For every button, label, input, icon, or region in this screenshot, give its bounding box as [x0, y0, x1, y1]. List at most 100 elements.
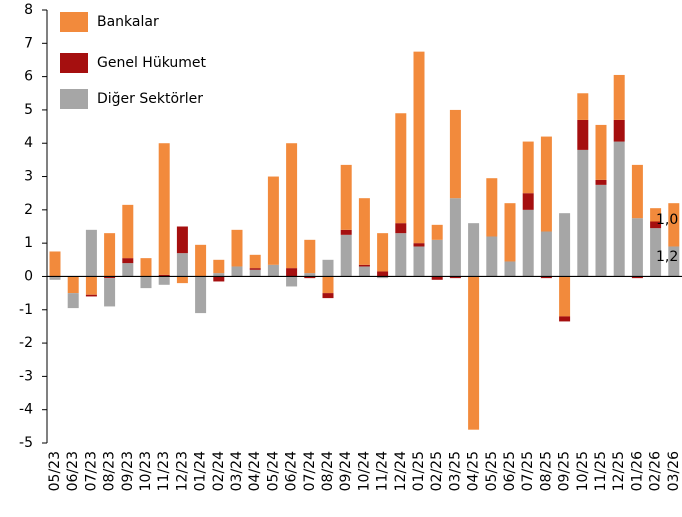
- x-tick-label: 08/24: [320, 451, 336, 491]
- bar-segment: [340, 229, 352, 235]
- bar-segment: [85, 229, 97, 277]
- bar-segment: [122, 204, 134, 259]
- bar-segment: [267, 176, 279, 265]
- bar-segment: [595, 184, 607, 277]
- y-tick-label: -4: [19, 402, 33, 418]
- bar-segment: [195, 276, 207, 314]
- legend-swatch: [60, 89, 88, 109]
- x-tick-label: 11/25: [593, 451, 609, 491]
- legend-label: Genel Hükumet: [97, 55, 206, 71]
- bar-segment: [286, 268, 298, 277]
- x-tick-label: 07/23: [83, 451, 99, 491]
- bar-segment: [304, 273, 316, 277]
- legend-swatch: [60, 12, 88, 32]
- bar-segment: [559, 213, 571, 277]
- bar-segment: [213, 259, 225, 274]
- y-tick-label: 2: [24, 202, 33, 218]
- bar-segment: [377, 233, 389, 272]
- x-tick-label: 08/25: [538, 451, 554, 491]
- bar-segment: [559, 276, 571, 317]
- bar-segment: [631, 218, 643, 277]
- x-tick-label: 01/24: [193, 451, 209, 491]
- bar-segment: [104, 278, 116, 307]
- bar-segment: [267, 264, 279, 277]
- x-tick-label: 05/23: [47, 451, 63, 491]
- y-tick-label: -3: [19, 368, 33, 384]
- bar-segment: [49, 276, 61, 280]
- bar-segment: [650, 208, 662, 222]
- bar-segment: [286, 276, 298, 287]
- x-tick-label: 02/24: [211, 451, 227, 491]
- bar-segment: [668, 246, 680, 277]
- bar-segment: [49, 251, 61, 277]
- bar-segment: [340, 164, 352, 230]
- bar-segment: [540, 136, 552, 232]
- bar-segment: [213, 273, 225, 277]
- bar-segment: [486, 178, 498, 237]
- bar-segment: [413, 246, 425, 277]
- bar-segment: [322, 276, 334, 294]
- y-tick-label: 1: [24, 235, 33, 251]
- bar-segment: [85, 276, 97, 295]
- bar-segment: [140, 258, 152, 277]
- bar-segment: [249, 268, 261, 270]
- bar-segment: [577, 93, 589, 120]
- x-tick-label: 06/25: [502, 451, 518, 491]
- bar-segment: [468, 276, 480, 430]
- y-tick-label: 5: [24, 102, 33, 118]
- x-tick-label: 02/25: [429, 451, 445, 491]
- bar-segment: [176, 226, 188, 254]
- bar-segment: [377, 271, 389, 277]
- bar-segment: [431, 239, 443, 277]
- x-tick-label: 12/24: [393, 451, 409, 491]
- legend-label: Bankalar: [97, 14, 159, 30]
- bar-segment: [504, 203, 516, 262]
- x-tick-label: 07/25: [520, 451, 536, 491]
- x-tick-label: 03/26: [666, 451, 682, 491]
- bar-segment: [540, 231, 552, 277]
- x-tick-label: 08/23: [102, 451, 118, 491]
- y-tick-label: -2: [19, 335, 33, 351]
- y-tick-label: -1: [19, 302, 33, 318]
- bar-segment: [377, 276, 389, 279]
- bar-segment: [140, 276, 152, 289]
- x-tick-label: 09/24: [338, 451, 354, 491]
- bar-segment: [540, 276, 552, 279]
- bar-segment: [504, 261, 516, 277]
- x-tick-label: 05/25: [484, 451, 500, 491]
- bar-segment: [158, 143, 170, 275]
- x-tick-label: 11/24: [375, 451, 391, 491]
- bar-segment: [358, 266, 370, 277]
- bar-segment: [650, 228, 662, 277]
- bar-segment: [449, 276, 461, 279]
- x-tick-label: 03/24: [229, 451, 245, 491]
- y-tick-label: -5: [19, 435, 33, 451]
- bar-segment: [122, 258, 134, 264]
- bar-segment: [577, 149, 589, 277]
- x-tick-label: 12/25: [611, 451, 627, 491]
- bar-segment: [322, 259, 334, 277]
- bar-segment: [650, 221, 662, 229]
- bar-segment: [449, 198, 461, 277]
- bar-segment: [231, 229, 243, 267]
- bar-segment: [577, 119, 589, 150]
- legend-label: Diğer Sektörler: [97, 91, 203, 107]
- bar-segment: [304, 276, 316, 279]
- bar-segment: [104, 233, 116, 277]
- bar-segment: [413, 243, 425, 247]
- bar-segment: [158, 276, 170, 285]
- x-tick-label: 04/25: [466, 451, 482, 491]
- x-tick-label: 12/23: [174, 451, 190, 491]
- x-tick-label: 03/25: [447, 451, 463, 491]
- bar-segment: [195, 244, 207, 277]
- bar-segment: [395, 223, 407, 234]
- bar-segment: [158, 274, 170, 277]
- x-tick-label: 06/23: [65, 451, 81, 491]
- y-tick-label: 0: [24, 268, 33, 284]
- legend-swatch: [60, 53, 88, 73]
- bar-segment: [559, 316, 571, 322]
- bar-segment: [522, 193, 534, 210]
- bar-segment: [468, 223, 480, 277]
